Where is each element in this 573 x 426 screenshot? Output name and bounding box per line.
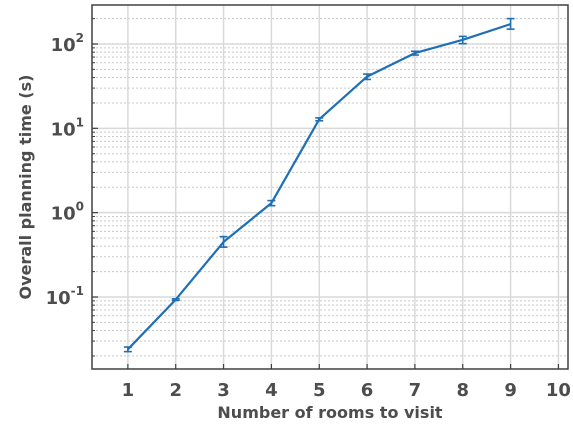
x-tick-label: 9 xyxy=(504,380,517,401)
error-bar xyxy=(123,346,132,353)
x-tick-label: 2 xyxy=(169,380,182,401)
error-bar xyxy=(267,199,276,207)
error-bar xyxy=(171,298,180,302)
x-tick-label: 5 xyxy=(313,380,326,401)
error-bar xyxy=(458,35,467,45)
y-tick-label: 100 xyxy=(51,200,84,225)
grid xyxy=(92,5,568,369)
x-axis-label: Number of rooms to visit xyxy=(217,403,443,422)
y-axis-label: Overall planning time (s) xyxy=(16,75,35,300)
y-tick-label: 10-1 xyxy=(46,284,84,309)
error-bar xyxy=(363,73,372,81)
error-bar xyxy=(410,50,419,56)
x-tick-label: 4 xyxy=(265,380,278,401)
x-tick-label: 7 xyxy=(409,380,422,401)
error-bar xyxy=(219,235,228,248)
y-tick-label: 102 xyxy=(51,31,84,56)
x-tick-label: 6 xyxy=(361,380,374,401)
y-tick-label: 101 xyxy=(51,115,84,140)
error-bar xyxy=(315,117,324,122)
x-tick-label: 10 xyxy=(546,380,571,401)
x-tick-label: 8 xyxy=(456,380,469,401)
series-layer xyxy=(123,17,515,353)
x-tick-label: 1 xyxy=(122,380,135,401)
x-tick-label: 3 xyxy=(217,380,230,401)
tick-layer: 1 2 3 4 5 6 7 8 9 10 10-1 100 101 102 xyxy=(46,18,571,401)
error-bar xyxy=(506,17,515,30)
